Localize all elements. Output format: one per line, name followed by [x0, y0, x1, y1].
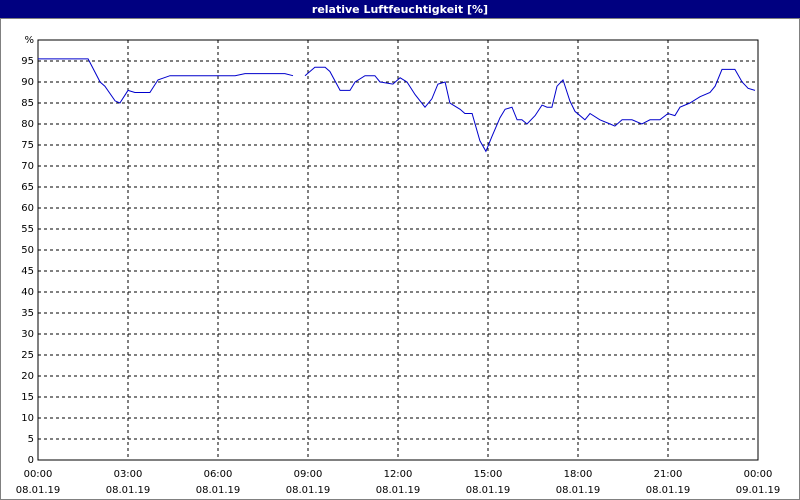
x-tick-date: 08.01.19: [646, 485, 691, 496]
y-tick-label: 95: [21, 56, 34, 67]
x-tick-date: 08.01.19: [376, 485, 421, 496]
x-tick-date: 08.01.19: [286, 485, 331, 496]
y-tick-label: 45: [21, 266, 34, 277]
data-line: [38, 58, 294, 104]
y-tick-label: 35: [21, 308, 34, 319]
x-tick-label: 15:00: [474, 469, 503, 480]
x-tick-label: 09:00: [294, 469, 323, 480]
x-tick-label: 12:00: [384, 469, 413, 480]
y-tick-label: 0: [28, 455, 34, 466]
y-tick-label: 25: [21, 350, 34, 361]
x-tick-date: 08.01.19: [556, 485, 601, 496]
x-tick-label: 03:00: [114, 469, 143, 480]
y-tick-label: 50: [21, 245, 34, 256]
y-tick-label: 20: [21, 371, 34, 382]
plot-border: [37, 39, 759, 461]
x-tick-label: 00:00: [24, 469, 53, 480]
y-tick-label: 55: [21, 224, 34, 235]
y-tick-label: 80: [21, 119, 34, 130]
y-tick-label: 75: [21, 140, 34, 151]
chart-title: relative Luftfeuchtigkeit [%]: [312, 3, 488, 16]
x-tick-label: 06:00: [204, 469, 233, 480]
y-tick-label: 85: [21, 98, 34, 109]
y-tick-label: 65: [21, 182, 34, 193]
y-tick-label: 60: [21, 203, 34, 214]
title-bar: [0, 0, 800, 18]
y-tick-label: 15: [21, 392, 34, 403]
x-tick-date: 08.01.19: [466, 485, 511, 496]
y-tick-label: 40: [21, 287, 34, 298]
x-tick-date: 09.01.19: [736, 485, 781, 496]
y-tick-label: 10: [21, 413, 34, 424]
y-tick-label: 5: [28, 434, 34, 445]
x-tick-date: 08.01.19: [196, 485, 241, 496]
y-tick-label: 90: [21, 77, 34, 88]
y-tick-label: 30: [21, 329, 34, 340]
x-tick-date: 08.01.19: [16, 485, 61, 496]
data-line: [304, 66, 756, 153]
x-tick-label: 00:00: [744, 469, 773, 480]
x-tick-date: 08.01.19: [106, 485, 151, 496]
x-tick-label: 18:00: [564, 469, 593, 480]
x-tick-label: 21:00: [654, 469, 683, 480]
y-tick-label: %: [24, 35, 34, 46]
y-tick-label: 70: [21, 161, 34, 172]
